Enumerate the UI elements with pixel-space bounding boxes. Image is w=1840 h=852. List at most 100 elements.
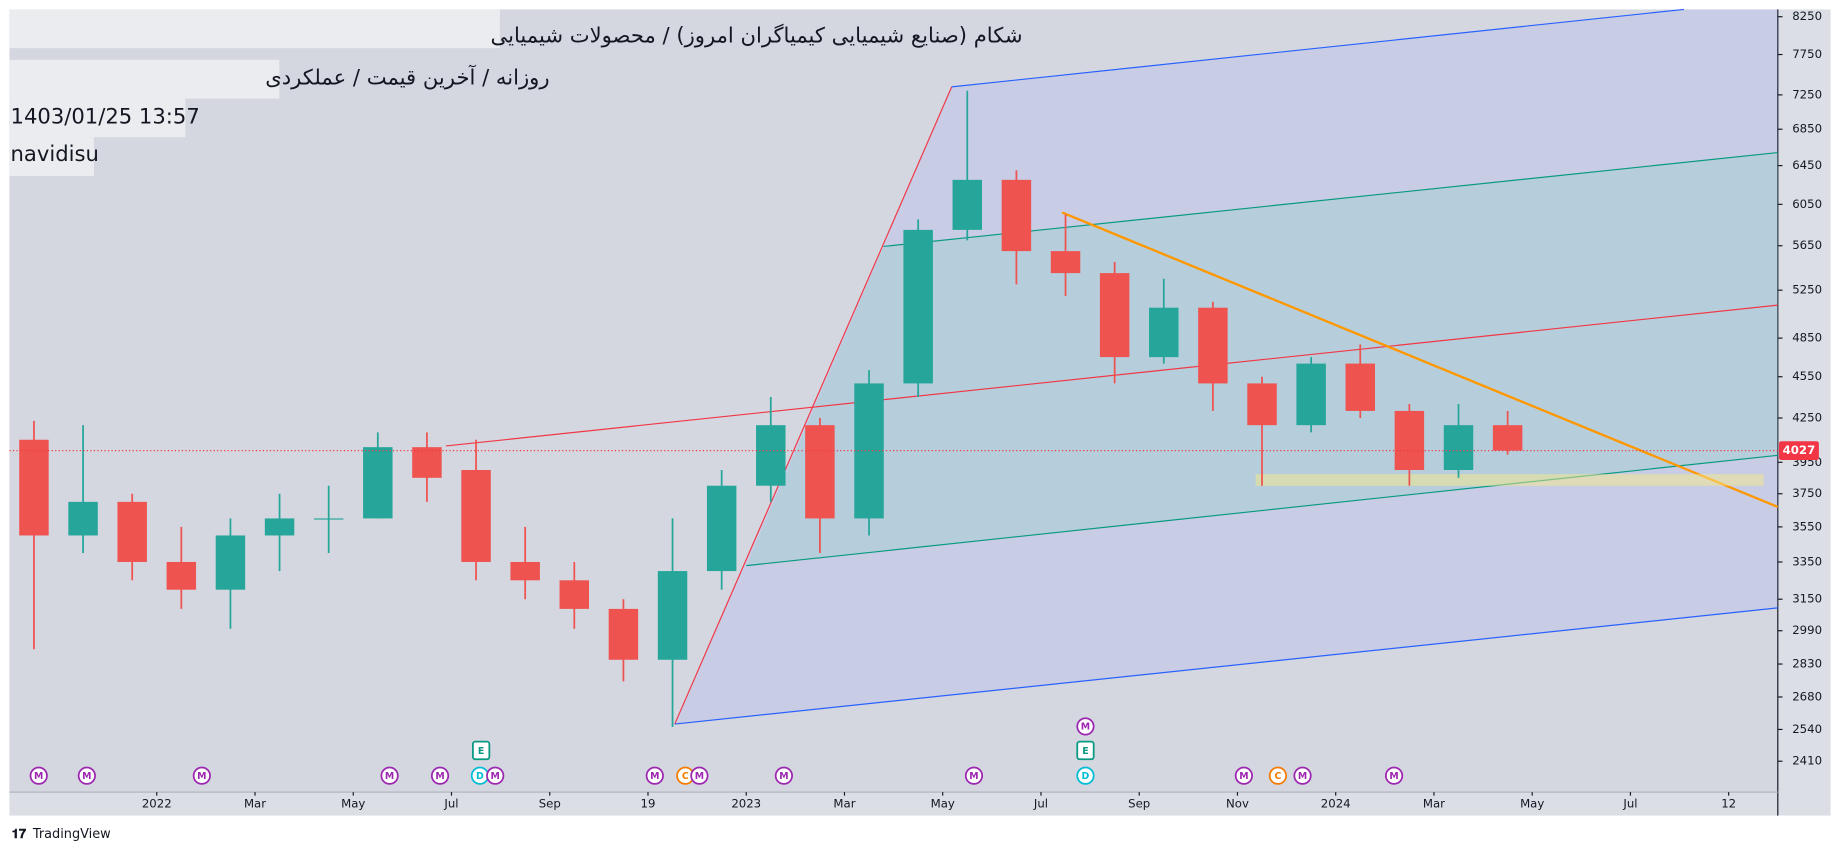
event-badge [690, 766, 709, 785]
event-badge [964, 766, 984, 785]
event-label: M [779, 771, 788, 782]
x-tick-label: Mar [833, 796, 855, 810]
y-tick-label: 3550 [1792, 519, 1822, 533]
x-tick-label: May [341, 796, 365, 810]
candle-body [461, 470, 491, 562]
x-tick-label: Sep [539, 796, 561, 810]
event-label: D [476, 771, 484, 782]
candle-body [68, 501, 98, 536]
candle-body [313, 518, 344, 520]
candle-body [1296, 363, 1326, 426]
candle-body [1345, 363, 1375, 411]
upper-line [951, 8, 1684, 88]
candle-body [19, 439, 49, 536]
event-badge [1268, 766, 1288, 785]
x-tick-label: 2023 [731, 796, 761, 810]
candle-body [1001, 179, 1032, 252]
event-label: D [1082, 771, 1090, 782]
event-label: E [1082, 746, 1088, 757]
event-badge [774, 766, 793, 785]
candle-body [215, 535, 246, 590]
candle-body [1492, 425, 1523, 451]
x-tick-label: Sep [1128, 796, 1150, 810]
y-tick-label: 3750 [1792, 486, 1822, 500]
x-tick-label: May [931, 796, 955, 810]
last-price-label: 4027 [1783, 443, 1816, 457]
event-label: C [682, 771, 689, 782]
event-label: M [650, 771, 659, 782]
y-tick-label: 5650 [1792, 238, 1822, 252]
event-badge [486, 766, 505, 785]
candle-body [412, 447, 442, 478]
event-badge [77, 766, 96, 785]
y-tick-label: 6850 [1792, 122, 1822, 136]
event-badge [1076, 717, 1095, 736]
candle-body [363, 447, 393, 519]
pitchfork-handle [674, 86, 953, 725]
event-label: M [197, 771, 206, 782]
header-bg [9, 59, 280, 99]
candle-body [510, 561, 540, 581]
trend-line [1061, 211, 1779, 509]
y-tick-label: 7750 [1792, 47, 1822, 61]
y-tick-label: 3350 [1792, 554, 1822, 568]
event-label: M [1081, 721, 1090, 732]
x-tick-label: Jul [443, 796, 458, 810]
event-badge [1076, 740, 1095, 761]
median-line [445, 304, 1778, 447]
inner-line [883, 151, 1778, 248]
event-label: M [695, 771, 704, 782]
y-tick-label: 3150 [1792, 592, 1822, 606]
x-tick-label: Nov [1226, 796, 1249, 810]
time-axis [9, 792, 1778, 816]
candle-body [903, 229, 933, 384]
candle-body [1247, 383, 1277, 426]
y-tick-label: 7250 [1792, 87, 1822, 101]
y-tick-label: 6050 [1792, 197, 1822, 211]
event-label: M [1298, 771, 1307, 782]
candle-body [1149, 307, 1179, 358]
y-tick-label: 6450 [1792, 158, 1822, 172]
author: navidisu [11, 141, 99, 166]
x-tick-label: 2022 [142, 796, 172, 810]
x-tick-label: May [1520, 796, 1544, 810]
x-tick-label: 2024 [1321, 796, 1351, 810]
event-badge [1076, 766, 1095, 785]
candle-body [1099, 273, 1130, 358]
event-label: M [1389, 771, 1398, 782]
event-badge [192, 766, 211, 785]
y-tick-label: 4550 [1792, 369, 1822, 383]
chart-subtitle: روزانه / آخرین قیمت / عملکردی [265, 65, 549, 90]
header-bg [9, 98, 186, 138]
last-price-tag [1778, 441, 1819, 461]
event-badge [1234, 766, 1253, 785]
candle-body [1394, 410, 1425, 471]
x-tick-label: Jul [1033, 796, 1048, 810]
candle-body [805, 425, 835, 519]
y-tick-label: 4250 [1792, 411, 1822, 425]
y-tick-label: 8250 [1792, 9, 1822, 23]
x-tick-label: 19 [641, 796, 656, 810]
event-label: C [1274, 771, 1281, 782]
plot-area [9, 9, 1778, 793]
event-label: M [491, 771, 500, 782]
candle-body [166, 561, 197, 590]
event-badge [472, 740, 491, 761]
event-badge [430, 766, 450, 785]
event-label: M [82, 771, 91, 782]
candle-body [117, 501, 147, 562]
event-badge [380, 766, 399, 785]
candle-body [657, 571, 688, 660]
event-label: M [1239, 771, 1248, 782]
event-badge [1293, 766, 1312, 785]
header-bg [9, 137, 94, 177]
event-badge [645, 766, 664, 785]
support-zone [1255, 474, 1764, 486]
y-tick-label: 2540 [1792, 722, 1822, 736]
candle-body [1050, 251, 1081, 274]
x-tick-label: Mar [244, 796, 266, 810]
y-tick-label: 2830 [1792, 657, 1822, 671]
candle-body [559, 580, 590, 609]
x-tick-label: Jul [1622, 796, 1637, 810]
